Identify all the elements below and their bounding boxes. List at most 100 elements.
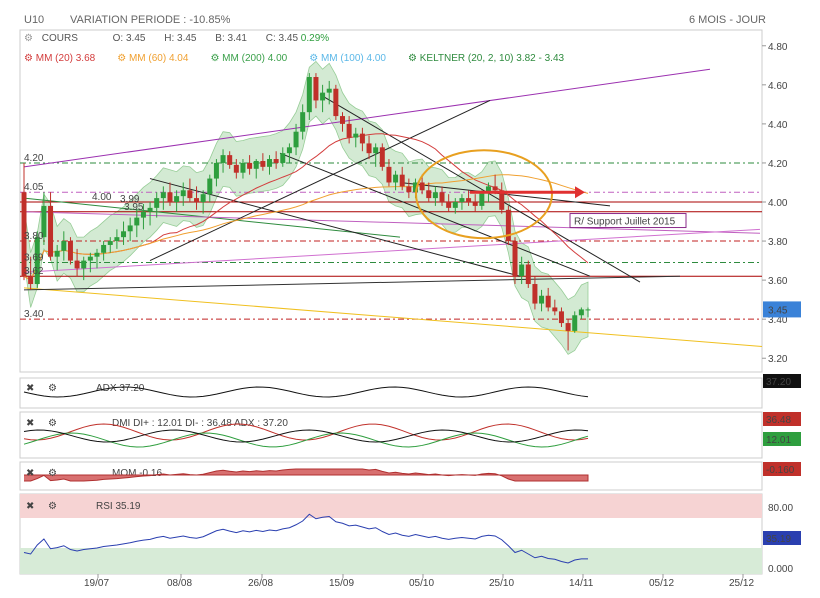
candle-body [220,155,226,163]
candle-body [426,190,432,199]
support-box [569,213,687,229]
candle-body [21,192,27,277]
dmi-plus-line [23,432,589,448]
legend-high: H: 3.45 [164,33,197,44]
candle-body [147,207,153,212]
candle-body [333,88,339,117]
level-label: 3.95 [124,202,144,213]
legend-open: O: 3.45 [112,33,146,44]
trend-line [279,152,591,277]
x-tick-label: 14/11 [569,578,594,589]
candle-body [379,147,385,167]
y-tick-label: 4.40 [768,120,788,131]
x-tick-label: 15/09 [329,578,354,589]
rsi-oversold-zone [20,548,762,574]
dmi-badge-red: 36.48 [766,415,791,426]
candle-body [320,92,326,101]
mom-label: MOM -0.16 [112,468,162,479]
candle-body [227,155,233,165]
x-tick-label: 19/07 [84,578,109,589]
legend-mm-1: ⚙ MM (60) 4.04 [117,53,189,64]
candle-body [134,217,140,226]
candle-body [525,264,531,285]
candle-body [140,211,146,218]
candle-body [479,192,485,206]
candle-body [565,323,571,331]
candle-body [339,116,345,124]
level-label: 4.00 [92,192,112,203]
candle-body [432,192,438,199]
candle-body [532,284,538,304]
rsi-overbought-zone [20,494,762,518]
candle-body [67,241,73,261]
close-icon: ✖ [26,418,34,429]
dmi-badge-green-bg [763,432,801,446]
header: U10 VARIATION PERIODE : -10.85% 6 MOIS -… [0,0,820,28]
legend-pct: 0.29% [300,33,330,44]
x-tick-label: 05/12 [649,578,674,589]
level-label: 4.05 [24,182,44,193]
y-tick-label: 4.60 [768,81,788,92]
period-label[interactable]: 6 MOIS - JOUR [688,14,766,26]
highlight-ellipse [415,149,553,240]
candle-body [539,295,545,304]
candle-body [107,241,113,245]
candle-body [174,196,180,202]
candle-body [180,190,186,197]
candle-body [207,178,213,195]
x-tick-label: 26/08 [248,578,273,589]
legend-row-2: ⚙ MM (20) 3.68 ⚙ MM (60) 4.04 ⚙ MM (200) 4… [24,53,564,64]
candle-body [552,307,558,312]
gear-icon: ⚙ [48,418,57,429]
gear-icon: ⚙ [48,501,57,512]
rsi-upper-label: 80.00 [768,503,793,514]
legend-mm-3: ⚙ MM (100) 4.00 [309,53,386,64]
candle-body [492,186,498,191]
mom-badge-bg [763,462,801,476]
level-label: 4.20 [24,153,44,164]
last-price-text: 3.45 [768,305,788,316]
candle-body [34,237,40,285]
candle-body [267,159,273,167]
candle-body [505,209,511,242]
candle-body [572,315,578,331]
trend-line [23,287,763,348]
trend-line [149,178,521,277]
candle-body [466,198,472,202]
candle-body [472,202,478,206]
trend-line [319,94,641,283]
rsi-lower-label: 0.000 [768,564,793,575]
candle-body [459,198,465,202]
candle-body [200,194,206,202]
candle-body [167,192,173,202]
y-tick-label: 4.20 [768,159,788,170]
level-label: 3.62 [24,266,44,277]
candle-body [446,202,452,208]
candle-body [154,198,160,208]
candle-body [253,160,259,169]
gear-icon: ⚙ [48,383,57,394]
candle-body [87,256,93,261]
rsi-line [23,513,588,564]
y-tick-label: 4.00 [768,198,788,209]
variation-label: VARIATION PERIODE : -10.85% [70,14,231,26]
candle-body [485,186,491,193]
adx-panel-frame [19,377,763,409]
trend-line [23,68,711,168]
candle-body [419,182,425,191]
dmi-badge-green: 12.01 [766,435,791,446]
candle-body [353,133,359,138]
candle-body [313,77,319,101]
candle-body [194,198,200,202]
candle-body [499,190,505,210]
candle-body [41,205,47,238]
gear-icon[interactable]: ⚙ [24,33,33,44]
candle-body [519,264,525,277]
arrow-head [575,186,585,199]
close-icon: ✖ [26,383,34,394]
y-tick-label: 3.20 [768,354,788,365]
x-tick-label: 25/10 [489,578,514,589]
candle-body [558,311,564,324]
candle-body [81,260,87,269]
